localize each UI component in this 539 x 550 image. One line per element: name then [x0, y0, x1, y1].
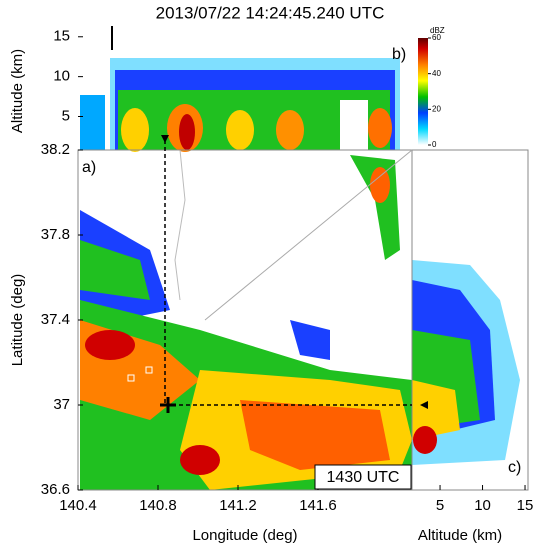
panel-b-image — [80, 58, 400, 152]
colorbar-tick-label: 0 — [432, 140, 437, 149]
x-tick-label: 15 — [517, 497, 534, 514]
x-axis-label: Altitude (km) — [418, 527, 502, 544]
annotation: 1430 UTC — [327, 469, 400, 486]
x-tick-label: 5 — [436, 497, 444, 514]
site-marker — [145, 366, 153, 374]
x-tick-label: 10 — [474, 497, 491, 514]
panel-label: c) — [508, 459, 521, 476]
panel-a-image — [80, 155, 412, 490]
y-tick-label: 37.8 — [41, 226, 70, 243]
colorbar-tick-label: 20 — [432, 104, 441, 113]
y-tick-label: 36.6 — [41, 481, 70, 498]
colorbar-tick-label: 60 — [432, 33, 441, 42]
y-tick-label: 10 — [53, 68, 70, 85]
y-tick-label: 5 — [62, 107, 70, 124]
y-tick-label: 15 — [53, 28, 70, 45]
x-tick-label: 141.6 — [299, 497, 337, 514]
arrow — [420, 401, 428, 409]
y-tick-label: 38.2 — [41, 141, 70, 158]
y-tick-label: 37 — [53, 396, 70, 413]
x-tick-label: 140.4 — [59, 497, 97, 514]
arrow — [161, 135, 169, 143]
colorbar-label: dBZ — [430, 26, 445, 35]
site-marker — [127, 374, 135, 382]
x-tick-label: 141.2 — [219, 497, 257, 514]
panel-label: a) — [82, 159, 96, 176]
x-axis-label: Longitude (deg) — [192, 527, 297, 544]
cross-marker — [160, 397, 176, 413]
x-tick-label: 140.8 — [139, 497, 177, 514]
coastline — [174, 149, 186, 301]
panel-c-image — [412, 260, 520, 465]
colorbar — [418, 38, 428, 145]
y-axis-label: Latitude (deg) — [9, 274, 26, 367]
guide-line — [204, 149, 413, 321]
panel-label: b) — [392, 46, 406, 63]
y-axis-label: Altitude (km) — [9, 49, 26, 133]
colorbar-tick-label: 40 — [432, 69, 441, 78]
annotation-box — [314, 464, 412, 490]
title: 2013/07/22 14:24:45.240 UTC — [156, 3, 385, 22]
y-tick-label: 37.4 — [41, 311, 70, 328]
panel-c-frame — [411, 149, 529, 491]
